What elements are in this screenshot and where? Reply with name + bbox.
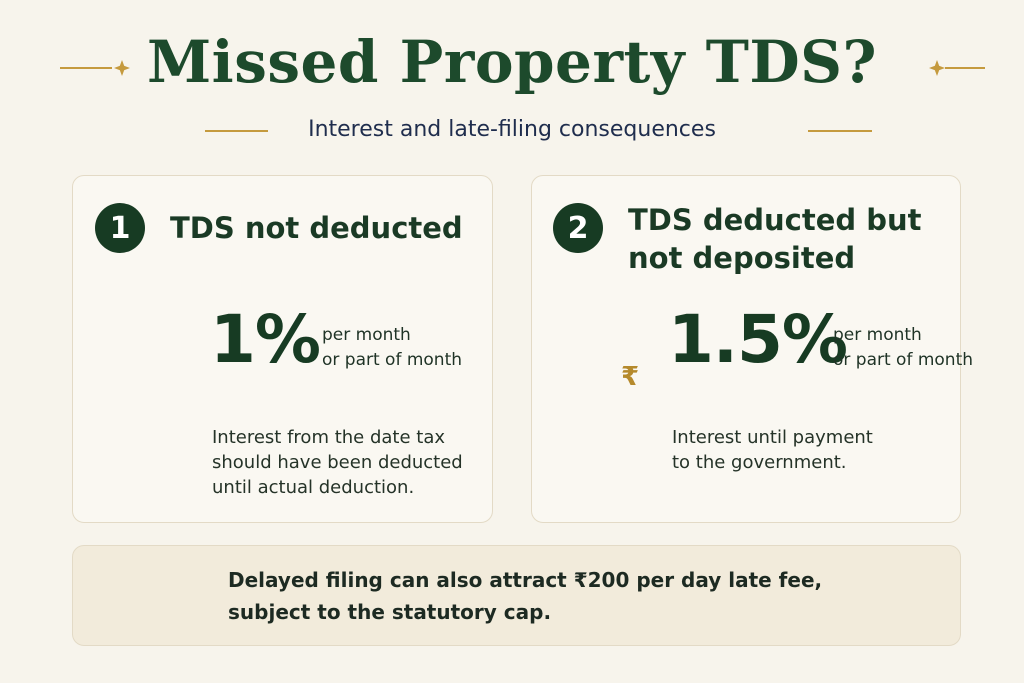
- card-title: TDS not deducted: [170, 211, 463, 245]
- rate-note: per month: [322, 325, 411, 345]
- rupee-icon: ₹: [620, 362, 640, 392]
- rate: 1.5%: [668, 301, 848, 378]
- footer-text: subject to the statutory cap.: [228, 600, 552, 624]
- footer-text: Delayed filing can also attract ₹200 per…: [228, 568, 823, 592]
- card-number: 2: [553, 203, 603, 253]
- rate: 1%: [210, 301, 321, 378]
- subtitle: Interest and late-filing consequences: [308, 117, 716, 142]
- footer-box: [72, 545, 961, 646]
- rate-note: or part of month: [833, 350, 974, 370]
- title: Missed Property TDS?: [146, 28, 878, 96]
- card: [531, 175, 961, 523]
- card-title: TDS deducted but not deposited: [628, 203, 922, 275]
- description: Interest until payment to the government…: [672, 427, 873, 473]
- rate-note: or part of month: [322, 350, 463, 370]
- card-number: 1: [95, 203, 145, 253]
- description: Interest from the date tax should have b…: [212, 427, 463, 498]
- rate-note: per month: [833, 325, 922, 345]
